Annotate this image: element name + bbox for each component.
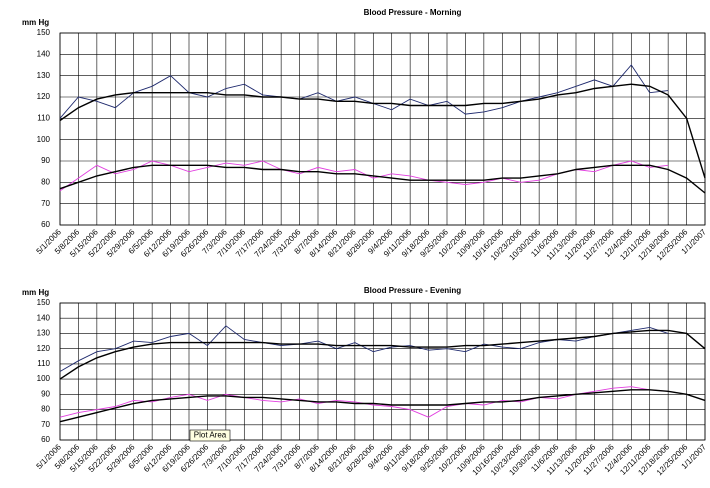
y-axis-label: mm Hg (22, 18, 49, 27)
chart-title: Blood Pressure - Evening (364, 286, 461, 295)
annotation-box (189, 429, 231, 442)
y-axis-label: mm Hg (22, 288, 49, 297)
plot-area (59, 302, 706, 441)
annotation-text: Plot Area (194, 431, 227, 440)
y-tick-label: 70 (41, 199, 50, 208)
y-tick-label: 60 (41, 220, 50, 229)
y-tick-label: 90 (41, 156, 50, 165)
y-tick-label: 60 (41, 435, 50, 444)
y-tick-label: 120 (37, 344, 51, 353)
y-tick-label: 110 (37, 359, 50, 368)
y-tick-label: 140 (37, 313, 51, 322)
y-tick-label: 130 (37, 329, 51, 338)
y-tick-label: 70 (41, 420, 50, 429)
y-tick-label: 150 (37, 298, 51, 307)
y-tick-label: 150 (37, 28, 51, 37)
annotation: Plot Area (189, 429, 231, 442)
series-line (59, 329, 706, 380)
y-tick-label: 100 (37, 135, 51, 144)
series-line (59, 389, 706, 423)
series-line (59, 164, 706, 194)
plot-area (59, 32, 706, 226)
y-tick-label: 130 (37, 71, 51, 80)
y-tick-label: 80 (41, 405, 50, 414)
chart-title: Blood Pressure - Morning (364, 8, 462, 17)
series-line (59, 325, 669, 372)
y-tick-label: 140 (37, 49, 51, 58)
series-line (59, 64, 669, 119)
y-tick-label: 120 (37, 92, 51, 101)
series-line (59, 83, 706, 179)
y-tick-label: 110 (37, 113, 50, 122)
y-tick-label: 80 (41, 177, 50, 186)
y-tick-label: 100 (37, 374, 51, 383)
y-tick-label: 90 (41, 389, 50, 398)
